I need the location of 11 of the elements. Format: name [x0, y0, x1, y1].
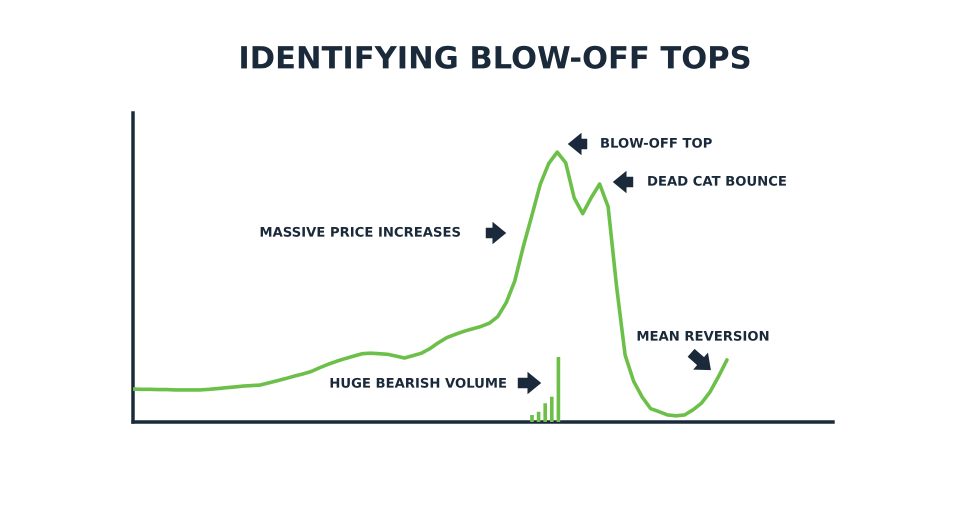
bar [550, 396, 554, 422]
bar [530, 415, 534, 422]
annotation: MASSIVE PRICE INCREASES [260, 226, 460, 237]
bar [536, 412, 540, 422]
text: BLOW-OFF TOP [601, 138, 712, 148]
bar [543, 403, 548, 422]
bar [556, 357, 560, 422]
annotation: MEAN REVERSION [638, 330, 768, 341]
annotation: DEAD CAT BOUNCE [648, 176, 786, 186]
chart-title: IDENTIFYING BLOW-OFF TOPS [241, 46, 750, 69]
annotation: HUGE BEARISH VOLUME [330, 378, 506, 388]
